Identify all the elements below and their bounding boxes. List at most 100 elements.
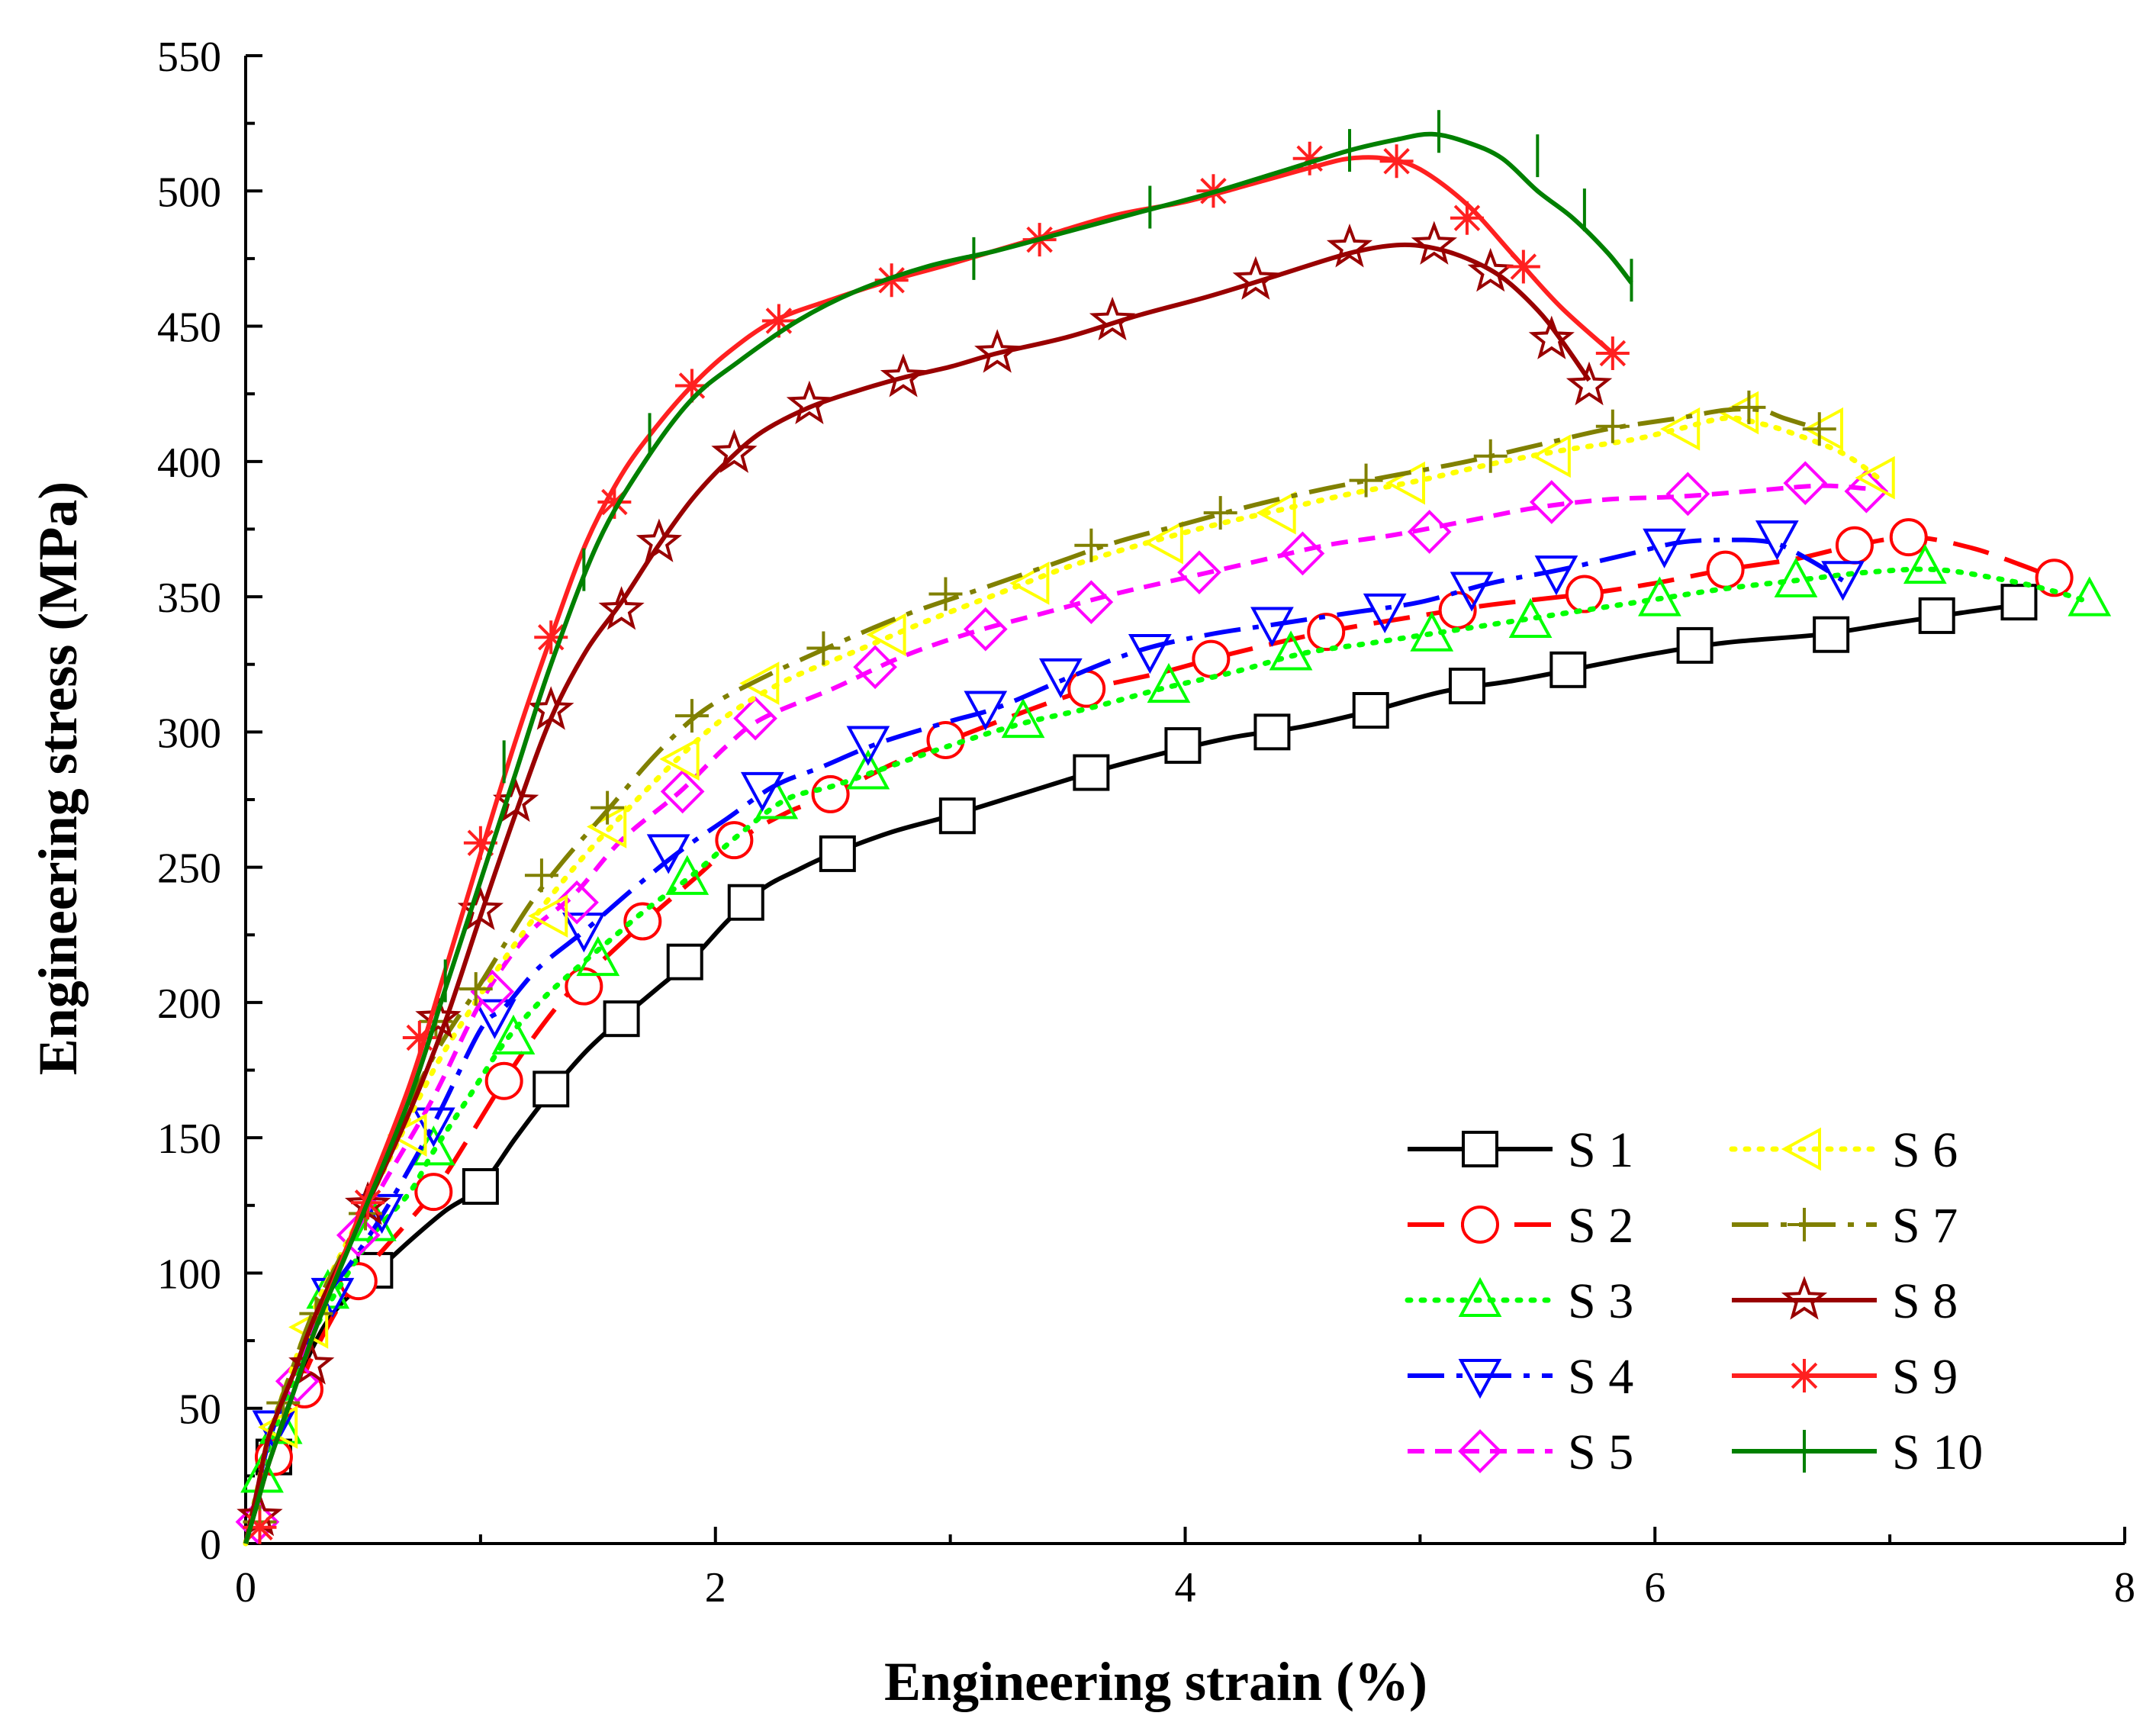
- legend-item-4: S 4: [1408, 1349, 1633, 1405]
- legend-label: S 7: [1892, 1198, 1958, 1254]
- data-point-marker: [974, 329, 1021, 373]
- legend-item-10: S 10: [1732, 1425, 1983, 1480]
- data-point-marker: [665, 855, 710, 895]
- data-point-marker: [1067, 669, 1106, 708]
- y-tick-label: 550: [157, 34, 221, 81]
- data-point-marker: [1660, 407, 1701, 451]
- data-point-marker: [415, 994, 462, 1038]
- data-point-marker: [288, 1341, 335, 1385]
- legend-item-3: S 3: [1405, 1273, 1633, 1329]
- y-tick-label: 200: [157, 980, 221, 1028]
- data-point-marker: [1164, 727, 1202, 765]
- data-point-marker: [576, 935, 620, 977]
- legend-label: S 10: [1892, 1425, 1983, 1480]
- data-point-marker: [1256, 491, 1296, 535]
- series-layer: [235, 110, 2112, 1547]
- data-point-marker: [1473, 439, 1508, 473]
- data-point-marker: [1467, 247, 1514, 292]
- legend-item-2: S 2: [1408, 1198, 1633, 1254]
- data-point-marker: [2068, 576, 2112, 617]
- data-point-marker: [811, 774, 850, 813]
- data-point-marker: [636, 518, 683, 562]
- data-point-marker: [462, 1168, 499, 1205]
- series-line: [243, 155, 1614, 1544]
- data-point-marker: [491, 1014, 536, 1054]
- data-point-marker: [1903, 543, 1947, 584]
- data-point-marker: [1595, 409, 1630, 443]
- data-point-marker: [1001, 697, 1045, 739]
- legend-marker: [1781, 1276, 1828, 1320]
- data-point-marker: [336, 1212, 381, 1257]
- series-9: [243, 141, 1630, 1544]
- series-8: [237, 221, 1613, 1544]
- series-6: [243, 391, 1895, 1547]
- y-tick-label: 0: [200, 1521, 221, 1569]
- legend-marker: [1788, 1359, 1821, 1392]
- data-point-marker: [1755, 520, 1799, 561]
- data-point-marker: [1073, 754, 1110, 791]
- data-point-marker: [1450, 571, 1494, 612]
- data-point-marker: [963, 607, 1008, 652]
- data-point-marker: [1549, 651, 1587, 688]
- legend-label: S 1: [1568, 1122, 1633, 1178]
- data-point-marker: [1638, 576, 1681, 617]
- data-point-marker: [1147, 662, 1191, 703]
- data-point-marker: [528, 894, 568, 938]
- data-point-marker: [1379, 144, 1414, 179]
- legend-label: S 5: [1568, 1425, 1633, 1480]
- data-point-marker: [846, 749, 890, 790]
- data-point-marker: [1565, 575, 1604, 613]
- data-point-marker: [880, 353, 927, 398]
- data-point-marker: [1450, 201, 1484, 235]
- legend-marker: [1781, 1127, 1821, 1171]
- legend: S 1 S 2 S 3 S 4 S 5 S 6 S 7 S 8 S 9 S 10: [1405, 1122, 1983, 1480]
- legend-marker: [1458, 1359, 1502, 1399]
- data-point-marker: [1407, 510, 1452, 554]
- data-point-marker: [727, 884, 764, 921]
- series-line: [243, 537, 1845, 1544]
- data-point-marker: [1676, 626, 1714, 664]
- data-point-marker: [459, 972, 493, 1006]
- data-point-marker: [2000, 584, 2038, 621]
- data-point-marker: [598, 586, 645, 630]
- data-point-marker: [1385, 461, 1425, 505]
- data-point-marker: [1269, 630, 1313, 671]
- y-tick-label: 300: [157, 710, 221, 757]
- data-point-marker: [1918, 597, 1955, 634]
- data-point-marker: [1855, 456, 1895, 500]
- data-point-marker: [1835, 526, 1874, 565]
- data-point-marker: [1813, 616, 1850, 653]
- data-point-marker: [1410, 611, 1454, 652]
- data-point-marker: [1128, 634, 1172, 674]
- data-point-marker: [866, 613, 906, 657]
- data-point-marker: [846, 726, 890, 766]
- y-axis-title: Engineering stress (MPa): [27, 481, 88, 1076]
- x-tick-label: 6: [1644, 1564, 1665, 1611]
- data-point-marker: [1326, 223, 1373, 268]
- data-point-marker: [1732, 390, 1766, 424]
- data-point-marker: [1411, 221, 1458, 265]
- data-point-marker: [1528, 315, 1575, 359]
- series-line: [243, 535, 2055, 1544]
- data-point-marker: [1307, 613, 1346, 652]
- x-axis-title: Engineering strain (%): [884, 1651, 1427, 1712]
- data-point-marker: [1438, 591, 1477, 629]
- legend-item-6: S 6: [1729, 1122, 1958, 1178]
- y-tick-label: 50: [179, 1386, 221, 1434]
- data-point-marker: [1250, 607, 1294, 647]
- data-point-marker: [1074, 528, 1109, 562]
- x-tick-label: 0: [235, 1564, 256, 1611]
- y-tick-label: 250: [157, 845, 221, 893]
- data-point-marker: [806, 631, 841, 665]
- axes: 0 2 4 6 8 0 50 100 150 200 250 300 350 400 450 500 550: [157, 34, 2135, 1611]
- data-point-marker: [492, 777, 539, 823]
- data-point-marker: [565, 967, 603, 1006]
- data-point-marker: [674, 369, 709, 403]
- data-point-marker: [1009, 562, 1050, 605]
- legend-item-9: S 9: [1732, 1349, 1958, 1405]
- data-point-marker: [1352, 692, 1389, 729]
- legend-marker: [1458, 1276, 1502, 1317]
- x-tick-label: 4: [1175, 1564, 1196, 1611]
- data-point-marker: [590, 790, 625, 825]
- legend-item-1: S 1: [1408, 1122, 1633, 1178]
